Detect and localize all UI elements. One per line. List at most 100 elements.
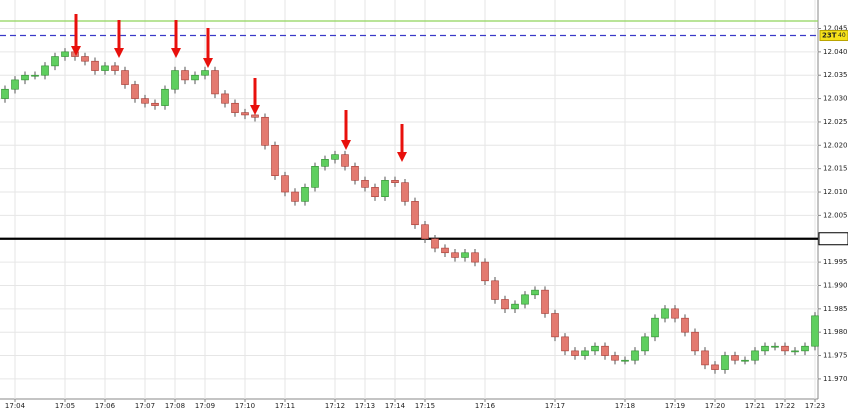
arrow	[341, 110, 351, 150]
candle-body	[11, 79, 19, 90]
candle-body	[631, 350, 639, 361]
candle-body	[681, 317, 689, 333]
candle-body	[191, 74, 199, 81]
candle-body	[301, 187, 309, 202]
x-tick-label: 17:17	[545, 402, 565, 410]
candle-body	[651, 317, 659, 338]
candle-body	[251, 114, 259, 118]
candle-body	[101, 65, 109, 71]
candle-body	[161, 88, 169, 106]
x-tick-label: 17:10	[235, 402, 255, 410]
candle-body	[401, 182, 409, 202]
levels	[0, 20, 818, 240]
candle-body	[321, 159, 329, 167]
x-tick-label: 17:21	[745, 402, 765, 410]
candle-body	[291, 191, 299, 202]
candle-body	[771, 345, 779, 348]
x-tick-label: 17:06	[95, 402, 116, 410]
y-tick-label: 12.010	[823, 188, 848, 196]
candle-body	[541, 289, 549, 314]
candle-body	[741, 359, 749, 362]
candle-body	[361, 180, 369, 188]
x-tick-label: 17:13	[355, 402, 375, 410]
marker-label: 23T	[822, 32, 837, 40]
candles	[1, 48, 819, 374]
candle-body	[811, 315, 819, 347]
candle-body	[691, 331, 699, 352]
arrow	[203, 28, 213, 68]
candle-body	[81, 56, 89, 62]
candle-body	[671, 308, 679, 319]
x-tick-label: 17:20	[705, 402, 725, 410]
x-tick-label: 17:12	[325, 402, 345, 410]
candle-body	[91, 60, 99, 71]
candle-body	[521, 294, 529, 305]
y-tick-label: 12.035	[823, 71, 848, 79]
arrow	[114, 20, 124, 58]
x-tick-label: 17:07	[135, 402, 155, 410]
y-tick-label: 12.045	[823, 25, 848, 33]
labels: 11.970 11.975 11.980 11.985 11.990 11.995 12.0…	[5, 25, 848, 410]
candle-body	[231, 102, 239, 113]
x-tick-label: 17:08	[165, 402, 185, 410]
candle-body	[801, 345, 809, 352]
candle-body	[371, 187, 379, 197]
candle-body	[311, 166, 319, 188]
x-tick-label: 17:16	[475, 402, 496, 410]
candle-body	[781, 345, 789, 352]
candle-body	[181, 70, 189, 81]
candle-body	[131, 84, 139, 99]
level-label-box	[818, 232, 848, 246]
candle-body	[661, 308, 669, 319]
candle-body	[421, 224, 429, 240]
x-tick-label: 17:15	[415, 402, 435, 410]
candle-body	[611, 355, 619, 361]
candle-body	[141, 98, 149, 104]
candle-body	[31, 74, 39, 77]
arrow	[71, 14, 81, 56]
y-tick-label: 11.980	[823, 328, 848, 336]
candle-body	[241, 112, 249, 116]
candle-body	[701, 350, 709, 366]
candle-body	[551, 313, 559, 338]
candle-body	[1, 88, 9, 99]
candle-body	[441, 247, 449, 254]
candle-body	[271, 145, 279, 176]
candle-body	[51, 56, 59, 67]
x-tick-label: 17:18	[615, 402, 635, 410]
x-tick-label: 17:04	[5, 402, 26, 410]
candle-body	[201, 70, 209, 76]
candle-body	[501, 299, 509, 310]
candle-body	[531, 289, 539, 296]
y-tick-label: 12.020	[823, 141, 848, 149]
counter-label: 40	[838, 32, 846, 39]
candle-body	[721, 355, 729, 370]
candle-body	[171, 70, 179, 90]
candle-body	[111, 65, 119, 71]
candle-body	[751, 350, 759, 361]
candle-body	[391, 180, 399, 183]
x-tick-label: 17:05	[55, 402, 75, 410]
candle-body	[561, 336, 569, 352]
y-tick-label: 12.040	[823, 48, 848, 56]
candle-body	[41, 65, 49, 76]
candle-body	[211, 70, 219, 95]
candle-body	[451, 252, 459, 258]
candle-body	[331, 154, 339, 160]
candle-body	[791, 350, 799, 353]
candle-body	[481, 261, 489, 282]
arrows	[71, 14, 407, 162]
candle-body	[731, 355, 739, 361]
candle-body	[281, 175, 289, 193]
candle-body	[471, 252, 479, 263]
arrow	[250, 78, 260, 115]
candle-body	[381, 180, 389, 197]
x-tick-label: 17:09	[195, 402, 215, 410]
candle-body	[121, 70, 129, 85]
arrow	[397, 124, 407, 162]
candle-body	[261, 116, 269, 146]
candle-body	[351, 166, 359, 181]
candle-body	[341, 154, 349, 167]
candle-body	[581, 350, 589, 356]
